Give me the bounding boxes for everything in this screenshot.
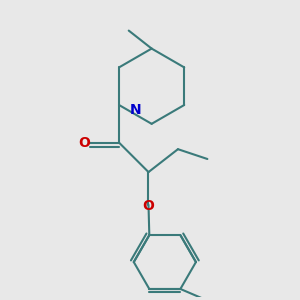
Text: O: O xyxy=(142,200,154,213)
Text: N: N xyxy=(130,103,141,118)
Text: O: O xyxy=(78,136,90,150)
